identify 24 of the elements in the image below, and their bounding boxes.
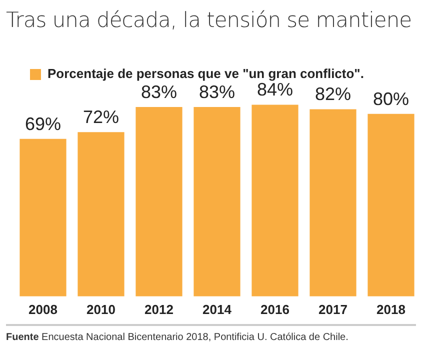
source-note: Fuente Encuesta Nacional Bicentenario 2018, Pontificia U. Católica de Chile. — [6, 332, 348, 343]
data-label: 69% — [24, 114, 62, 134]
x-tick-label: 2016 — [260, 302, 290, 317]
data-label: 83% — [140, 82, 178, 102]
bar — [194, 106, 240, 296]
data-label: 72% — [82, 107, 120, 128]
bar — [368, 114, 414, 296]
x-tick-label: 2018 — [376, 302, 406, 317]
legend-label: Porcentaje de personas que ve "un gran conflicto". — [48, 66, 364, 82]
bar — [310, 109, 356, 296]
x-tick-label: 2014 — [202, 302, 232, 317]
x-tick-label: 2008 — [28, 302, 58, 317]
x-tick-label: 2017 — [318, 302, 348, 317]
data-label: 82% — [314, 84, 352, 104]
bar — [136, 106, 182, 296]
bar — [252, 104, 298, 296]
x-tick-label: 2012 — [144, 302, 174, 317]
chart-title: Tras una década, la tensión se mantiene — [6, 8, 412, 32]
data-label: 83% — [198, 82, 236, 102]
data-label: 84% — [256, 80, 294, 100]
bar — [20, 138, 66, 296]
x-tick-label: 2010 — [86, 302, 116, 317]
data-label: 80% — [372, 88, 410, 109]
bar — [78, 132, 124, 296]
